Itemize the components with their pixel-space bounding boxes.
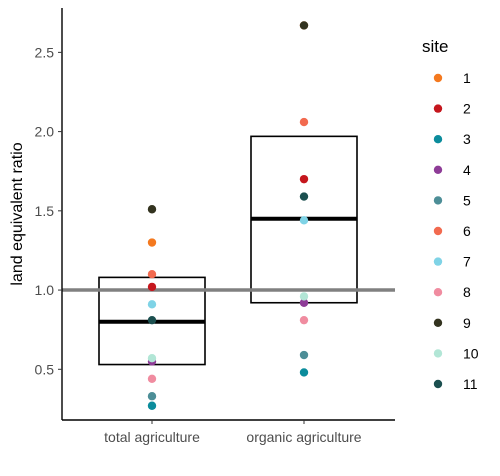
point-site-9-2 [299, 21, 309, 30]
point-site-1-1 [147, 238, 157, 247]
legend-label-site-6: 6 [463, 223, 471, 239]
legend-swatch-site-5 [433, 196, 443, 205]
y-tick-label: 2.0 [35, 124, 55, 140]
legend-label-site-2: 2 [463, 101, 471, 117]
point-site-3-2 [299, 368, 309, 377]
point-site-11-1 [147, 315, 157, 325]
legend-title: site [422, 37, 448, 56]
legend-label-site-5: 5 [463, 192, 471, 208]
legend-label-site-3: 3 [463, 131, 471, 147]
point-site-5-2 [299, 350, 309, 360]
legend-label-site-4: 4 [463, 162, 471, 178]
point-site-4-2 [299, 298, 309, 307]
point-site-2-1 [147, 282, 157, 292]
point-site-5-1 [147, 392, 157, 401]
legend-label-site-10: 10 [463, 345, 479, 361]
point-site-10-2 [299, 292, 309, 301]
legend-label-site-11: 11 [463, 376, 478, 392]
point-site-6-1 [147, 270, 157, 279]
legend-swatch-site-4 [433, 165, 443, 174]
legend-label-site-7: 7 [463, 254, 471, 270]
legend-label-site-9: 9 [463, 315, 471, 331]
x-tick-label: total agriculture [104, 429, 200, 445]
point-site-2-2 [299, 174, 309, 184]
point-site-6-2 [299, 117, 309, 127]
legend: site 1 2 3 4 5 6 7 8 9 10 11 [422, 37, 479, 392]
legend-label-site-1: 1 [463, 70, 471, 86]
legend-label-site-8: 8 [463, 284, 471, 300]
point-site-8-2 [299, 315, 309, 325]
legend-swatch-site-9 [433, 318, 443, 327]
point-site-3-1 [147, 401, 157, 410]
y-tick-label: 1.5 [35, 203, 55, 219]
y-axis-title: land equivalent ratio [9, 142, 26, 285]
points-layer [147, 21, 309, 410]
legend-swatch-site-6 [433, 226, 443, 236]
y-tick-label: 0.5 [35, 361, 55, 377]
point-site-7-2 [299, 216, 309, 225]
point-site-9-1 [147, 205, 157, 214]
boxes-layer [98, 135, 358, 366]
axes-layer: 0.5 1.0 1.5 2.0 2.5 total agriculture organic … [9, 8, 395, 445]
point-site-8-1 [147, 374, 157, 383]
y-tick-label: 1.0 [35, 282, 55, 298]
point-site-7-1 [147, 300, 157, 309]
legend-swatch-site-8 [433, 288, 443, 297]
legend-swatch-site-2 [433, 104, 443, 113]
legend-swatch-site-10 [433, 349, 443, 358]
legend-swatch-site-7 [433, 257, 443, 266]
point-site-10-1 [147, 354, 157, 363]
x-tick-label: organic agriculture [246, 429, 361, 445]
legend-swatch-site-11 [433, 379, 443, 389]
legend-swatch-site-3 [433, 135, 443, 144]
point-site-11-2 [299, 192, 309, 201]
y-tick-label: 2.5 [35, 44, 55, 60]
legend-swatch-site-1 [433, 73, 443, 83]
